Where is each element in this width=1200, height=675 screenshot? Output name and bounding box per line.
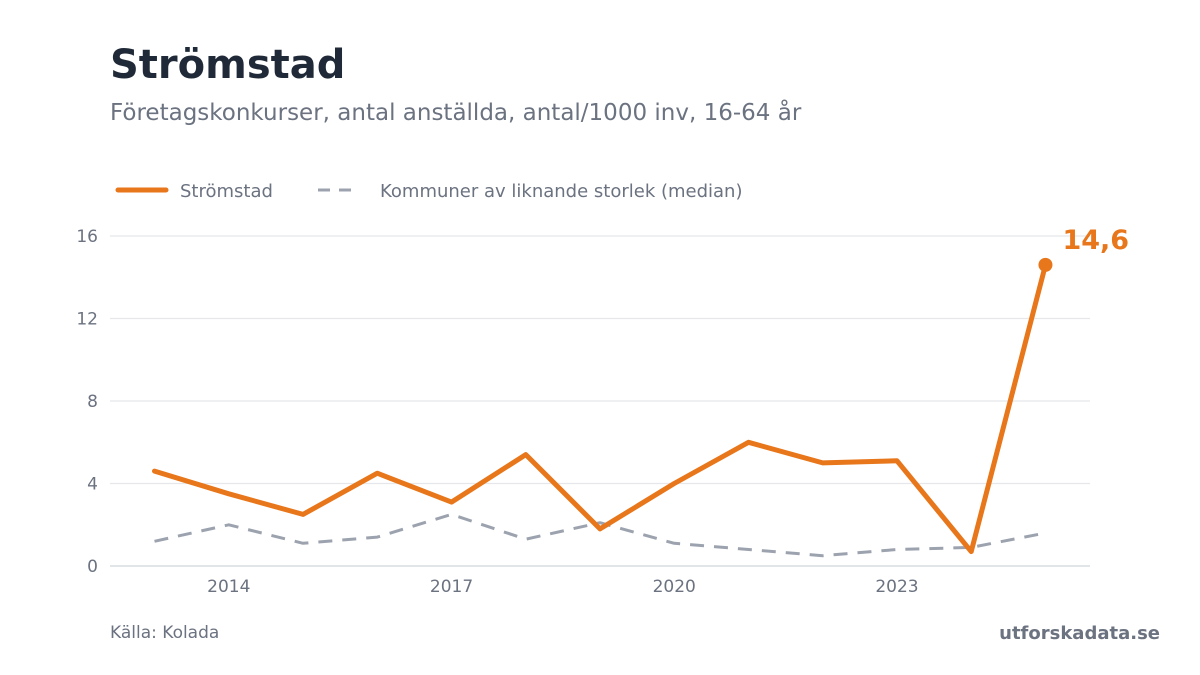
x-tick-label: 2020 [653,577,696,597]
y-tick-label: 16 [76,227,98,247]
x-axis: 2014 2017 2020 2023 [207,577,918,597]
grid [110,235,1090,567]
legend: Strömstad Kommuner av liknande storlek (… [115,181,743,202]
source-note: Källa: Kolada [110,623,220,643]
y-tick-label: 0 [87,557,98,577]
y-axis: 0 4 8 12 16 [76,227,98,577]
y-tick-label: 8 [87,392,98,412]
legend-label-stromstad: Strömstad [180,181,273,202]
last-point-marker [1038,257,1053,272]
chart-subtitle: Företagskonkurser, antal anställda, anta… [110,100,802,126]
series-line-stromstad [152,262,1048,555]
annotations: 14,6 [1038,225,1129,272]
last-value-label: 14,6 [1062,225,1129,256]
y-tick-label: 12 [76,310,98,330]
legend-label-median: Kommuner av liknande storlek (median) [380,181,743,202]
x-tick-label: 2023 [875,577,918,597]
brand-logo-text: utforskadata.se [999,623,1160,644]
y-tick-label: 4 [87,475,98,495]
series-line-median [154,512,1046,558]
x-tick-label: 2017 [430,577,473,597]
x-tick-label: 2014 [207,577,250,597]
chart-title: Strömstad [110,42,346,88]
series [152,262,1048,558]
